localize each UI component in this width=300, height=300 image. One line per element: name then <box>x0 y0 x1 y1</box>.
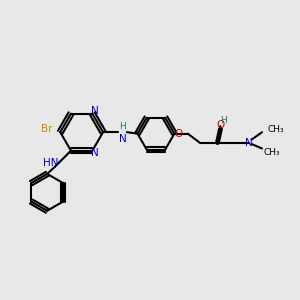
Text: CH₃: CH₃ <box>263 148 280 158</box>
Text: Br: Br <box>41 124 52 134</box>
Text: O: O <box>216 120 225 130</box>
Text: O: O <box>175 129 183 139</box>
Text: HN: HN <box>43 158 58 169</box>
Text: N: N <box>91 106 99 116</box>
Text: H: H <box>220 116 227 125</box>
Text: N: N <box>91 148 99 158</box>
Text: CH₃: CH₃ <box>268 125 285 134</box>
Text: N: N <box>119 134 127 144</box>
Text: H: H <box>119 122 126 131</box>
Text: N: N <box>245 138 253 148</box>
